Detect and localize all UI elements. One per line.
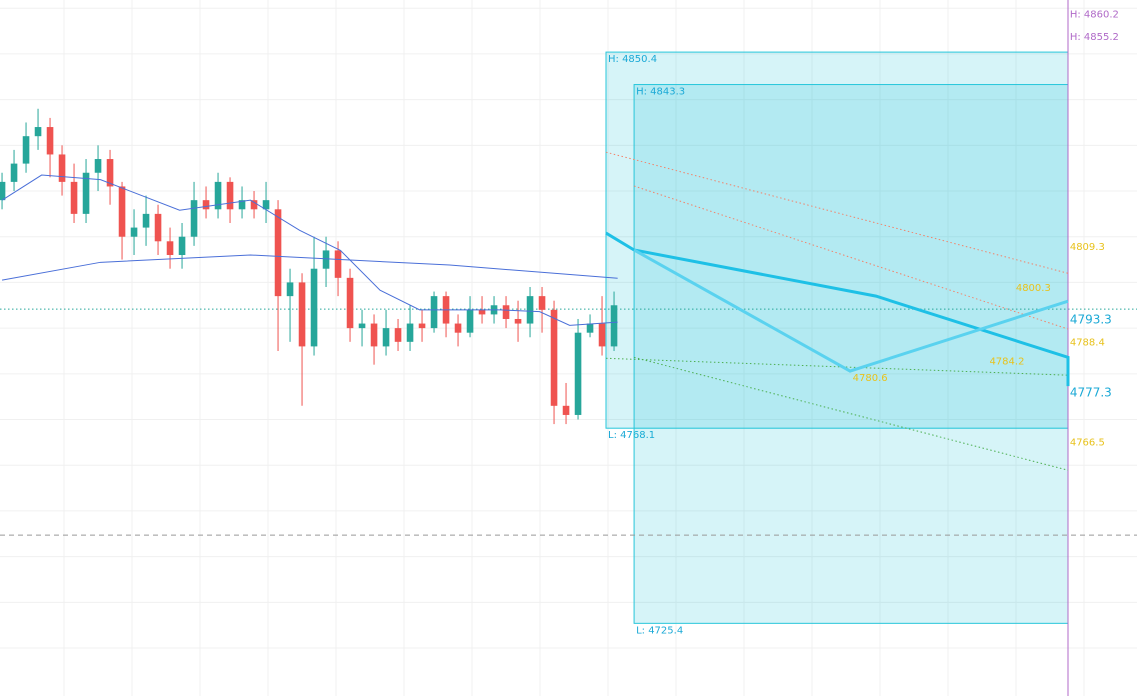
overlay-line bbox=[605, 357, 1069, 376]
candle-body bbox=[178, 236, 186, 256]
candle-body bbox=[370, 323, 378, 347]
candle-body bbox=[226, 181, 234, 210]
range-box bbox=[633, 84, 1069, 624]
candle-body bbox=[610, 305, 618, 347]
candle-body bbox=[274, 209, 282, 297]
overlay-line bbox=[1, 254, 618, 281]
candle-body bbox=[250, 200, 258, 210]
price-label: 4788.4 bbox=[1070, 337, 1105, 348]
candle-body bbox=[406, 323, 414, 342]
overlay-line bbox=[605, 231, 1070, 387]
candle-body bbox=[142, 213, 150, 228]
candle-body bbox=[322, 250, 330, 269]
box-high-label: H: 4843.3 bbox=[636, 87, 685, 98]
candle-body bbox=[346, 277, 354, 329]
candle-body bbox=[154, 213, 162, 242]
candle-body bbox=[118, 186, 126, 237]
overlay-line bbox=[633, 248, 1069, 373]
candle-body bbox=[550, 309, 558, 406]
candle-body bbox=[574, 332, 582, 415]
range-box bbox=[605, 51, 1069, 429]
overlay-line bbox=[633, 185, 1069, 330]
candle-body bbox=[34, 127, 42, 137]
candle-body bbox=[94, 159, 102, 173]
candle-body bbox=[0, 181, 6, 201]
price-label: 4784.2 bbox=[989, 357, 1024, 368]
candle-body bbox=[418, 323, 426, 329]
candle-body bbox=[310, 268, 318, 347]
candle-body bbox=[586, 323, 594, 333]
candle-body bbox=[334, 250, 342, 278]
candle-body bbox=[82, 172, 90, 214]
candle-body bbox=[262, 200, 270, 210]
candle-body bbox=[466, 309, 474, 333]
candle-body bbox=[58, 154, 66, 182]
price-label: H: 4860.2 bbox=[1070, 9, 1119, 20]
candle-body bbox=[190, 200, 198, 237]
price-label: 4766.5 bbox=[1070, 438, 1105, 449]
candle-body bbox=[394, 328, 402, 342]
candle-body bbox=[286, 282, 294, 297]
box-high-label: H: 4850.4 bbox=[608, 54, 657, 65]
candle-body bbox=[502, 305, 510, 319]
price-label: 4777.3 bbox=[1070, 386, 1112, 400]
price-label: 4800.3 bbox=[1016, 283, 1051, 294]
candle-body bbox=[514, 318, 522, 324]
candle-body bbox=[70, 181, 78, 214]
candle-body bbox=[538, 296, 546, 310]
overlay-line bbox=[633, 356, 1069, 471]
price-label: H: 4855.2 bbox=[1070, 32, 1119, 43]
candle-body bbox=[358, 323, 366, 329]
box-low-label: L: 4768.1 bbox=[608, 430, 655, 441]
box-low-label: L: 4725.4 bbox=[636, 625, 683, 636]
candle-body bbox=[166, 241, 174, 256]
candle-body bbox=[526, 296, 534, 324]
price-label: 4809.3 bbox=[1070, 242, 1105, 253]
candle-body bbox=[430, 296, 438, 329]
candle-body bbox=[10, 163, 18, 182]
candle-body bbox=[214, 181, 222, 210]
candle-body bbox=[598, 323, 606, 347]
candle-body bbox=[382, 328, 390, 347]
overlay-line bbox=[1, 174, 618, 326]
candle-body bbox=[454, 323, 462, 333]
candle-body bbox=[238, 200, 246, 210]
candle-body bbox=[298, 282, 306, 347]
candle-body bbox=[562, 405, 570, 415]
price-label: 4780.6 bbox=[853, 373, 888, 384]
candle-body bbox=[46, 127, 54, 155]
candle-body bbox=[106, 159, 114, 187]
candle-body bbox=[478, 309, 486, 315]
price-label: 4793.3 bbox=[1070, 313, 1112, 327]
candle-body bbox=[130, 227, 138, 237]
candle-body bbox=[202, 200, 210, 210]
candle-body bbox=[22, 136, 30, 164]
